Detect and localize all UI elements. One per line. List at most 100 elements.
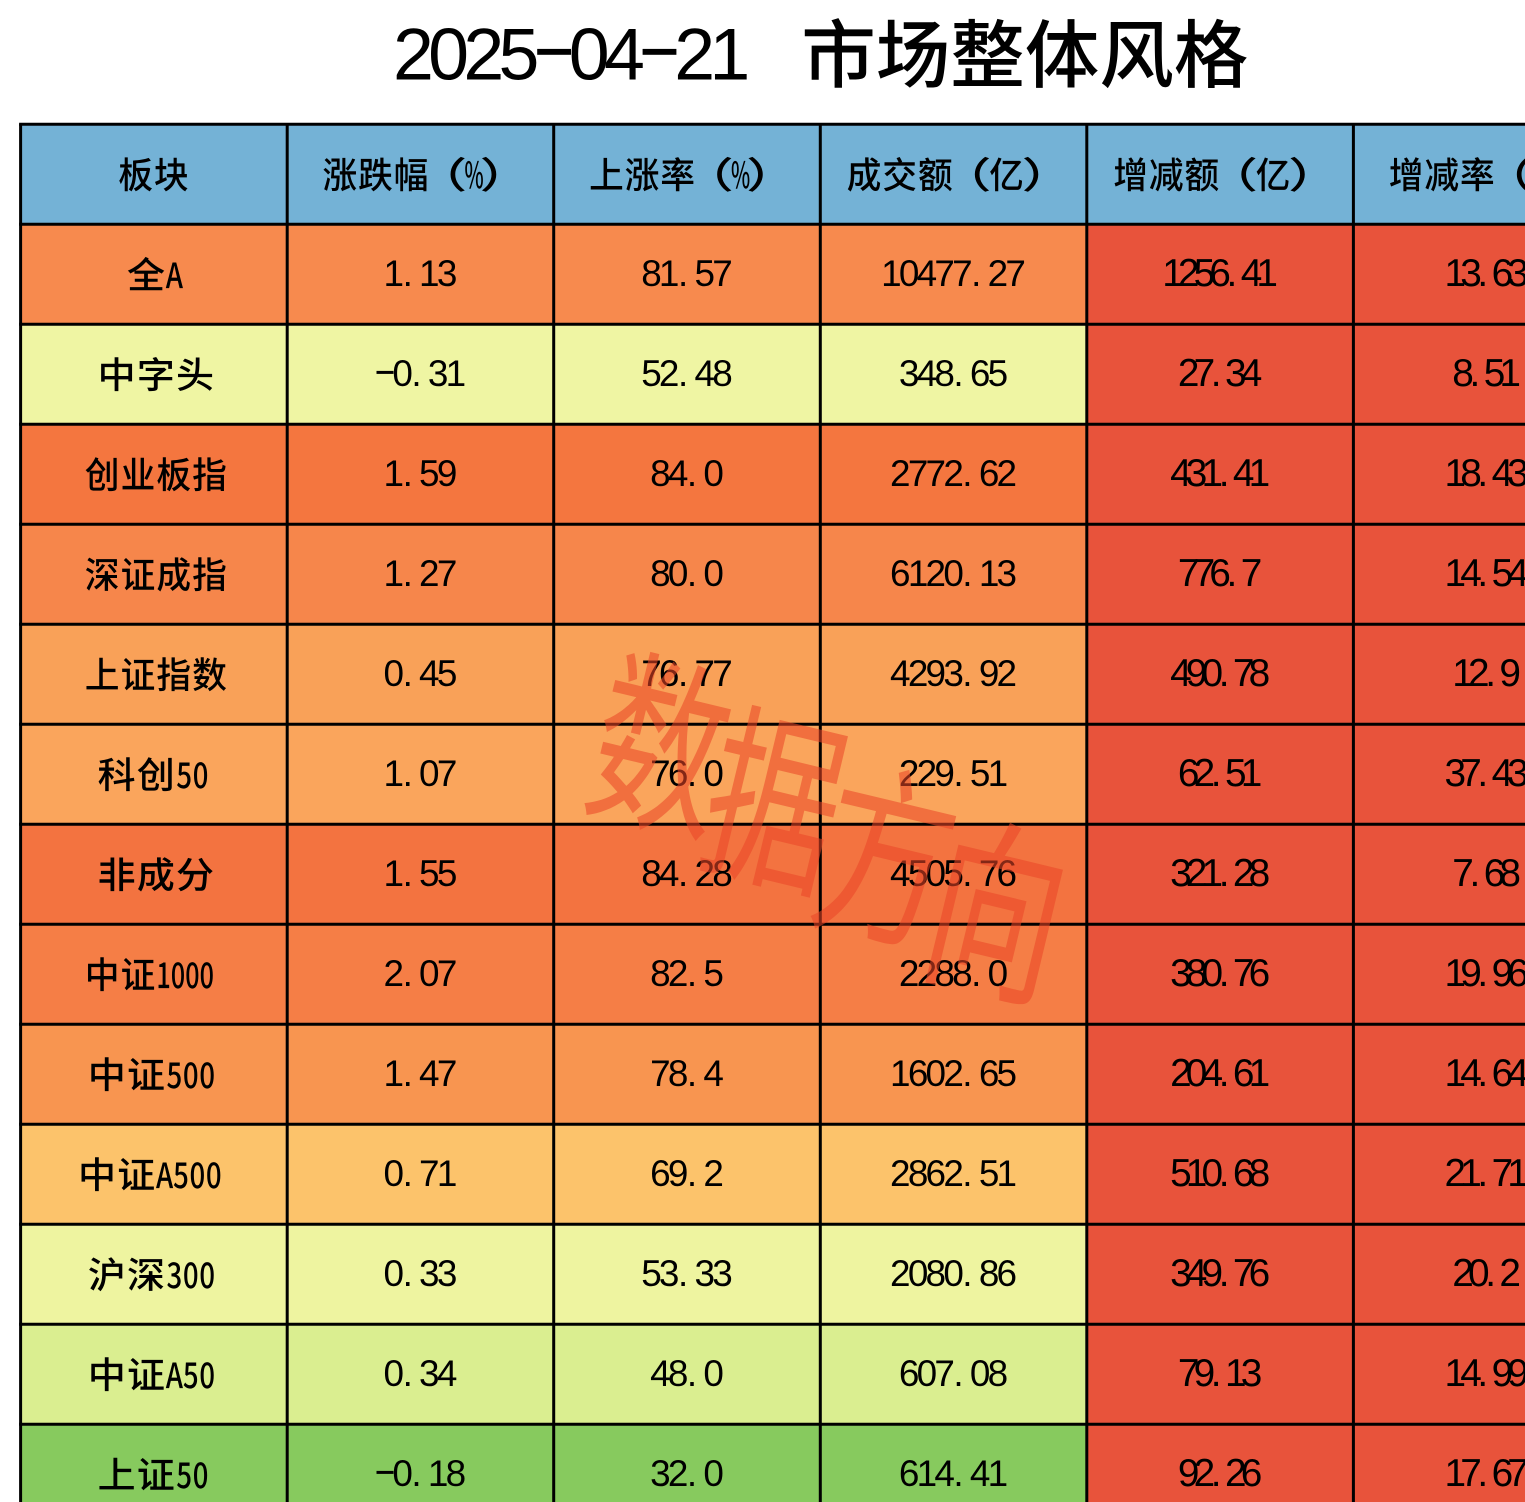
svg-text:4: 4 [1460, 1052, 1482, 1095]
svg-text:4: 4 [1170, 652, 1192, 695]
svg-text:8: 8 [979, 1253, 1000, 1294]
svg-text:.: . [962, 853, 972, 894]
svg-text:1: 1 [1445, 952, 1467, 995]
svg-text:6: 6 [1249, 952, 1271, 995]
svg-text:6: 6 [899, 1353, 920, 1394]
svg-text:8: 8 [1249, 1152, 1271, 1195]
svg-text:.: . [1477, 452, 1488, 495]
svg-text:9: 9 [1507, 1352, 1525, 1395]
svg-text:0: 0 [899, 253, 920, 294]
svg-text:1: 1 [419, 253, 440, 294]
svg-text:1: 1 [446, 353, 467, 394]
svg-text:.: . [678, 653, 688, 694]
svg-text:.: . [1477, 1352, 1488, 1395]
svg-text:.: . [1219, 1052, 1230, 1095]
svg-text:1: 1 [1186, 1152, 1208, 1195]
svg-text:3: 3 [997, 553, 1018, 594]
svg-text:5: 5 [1225, 752, 1247, 795]
svg-text:2: 2 [463, 12, 504, 95]
svg-text:.: . [687, 1453, 697, 1494]
svg-text:7: 7 [1233, 952, 1255, 995]
svg-text:5: 5 [703, 953, 724, 994]
svg-text:4: 4 [1186, 1252, 1208, 1295]
svg-text:2: 2 [384, 953, 405, 994]
svg-text:1: 1 [384, 553, 405, 594]
svg-text:2: 2 [1233, 852, 1255, 895]
svg-text:.: . [403, 553, 413, 594]
svg-text:.: . [1485, 652, 1496, 695]
svg-text:9: 9 [1194, 1352, 1216, 1395]
svg-text:.: . [1470, 852, 1481, 895]
svg-text:0: 0 [668, 553, 689, 594]
svg-text:4: 4 [659, 853, 680, 894]
svg-text:.: . [1219, 852, 1230, 895]
svg-text:.: . [678, 253, 688, 294]
svg-text:.: . [678, 353, 688, 394]
svg-text:9: 9 [1186, 652, 1208, 695]
svg-text:6: 6 [1507, 952, 1525, 995]
svg-text:6: 6 [899, 1453, 920, 1494]
svg-text:6: 6 [908, 1053, 929, 1094]
svg-text:5: 5 [437, 853, 458, 894]
svg-text:1: 1 [1445, 1452, 1467, 1495]
svg-text:4: 4 [1202, 1052, 1224, 1095]
svg-text:0: 0 [970, 1353, 991, 1394]
svg-text:0: 0 [703, 553, 724, 594]
svg-text:.: . [403, 453, 413, 494]
svg-text:1: 1 [1225, 1352, 1247, 1395]
svg-text:1: 1 [384, 853, 405, 894]
svg-text:.: . [1477, 1152, 1488, 1195]
svg-text:4: 4 [1241, 352, 1263, 395]
svg-text:.: . [687, 1353, 697, 1394]
svg-text:5: 5 [979, 1153, 1000, 1194]
svg-text:8: 8 [668, 1353, 689, 1394]
svg-text:6: 6 [1249, 1252, 1271, 1295]
svg-text:2: 2 [1499, 1252, 1521, 1295]
svg-text:7: 7 [1460, 752, 1482, 795]
svg-text:.: . [687, 1053, 697, 1094]
svg-text:0: 0 [569, 12, 610, 95]
svg-text:5: 5 [419, 853, 440, 894]
svg-text:3: 3 [1507, 252, 1525, 295]
svg-text:.: . [962, 453, 972, 494]
svg-text:1: 1 [1499, 352, 1521, 395]
svg-text:0: 0 [384, 653, 405, 694]
svg-text:.: . [403, 1053, 413, 1094]
svg-text:6: 6 [1178, 752, 1200, 795]
svg-text:1: 1 [890, 1053, 911, 1094]
svg-text:1: 1 [659, 253, 680, 294]
svg-text:5: 5 [1194, 252, 1216, 295]
svg-text:1: 1 [1202, 452, 1224, 495]
svg-text:0: 0 [926, 1053, 947, 1094]
svg-text:3: 3 [1241, 1352, 1263, 1395]
svg-text:8: 8 [641, 853, 662, 894]
svg-text:2: 2 [988, 253, 1009, 294]
svg-text:4: 4 [1241, 252, 1263, 295]
svg-text:0: 0 [1468, 1252, 1490, 1295]
svg-text:9: 9 [926, 653, 947, 694]
svg-text:2: 2 [1178, 352, 1200, 395]
svg-text:.: . [687, 1153, 697, 1194]
svg-text:.: . [403, 753, 413, 794]
svg-text:1: 1 [917, 1453, 938, 1494]
svg-text:4: 4 [1170, 452, 1192, 495]
svg-text:4: 4 [890, 653, 911, 694]
svg-text:2: 2 [899, 953, 920, 994]
svg-text:7: 7 [952, 253, 973, 294]
svg-text:6: 6 [1492, 1452, 1514, 1495]
svg-text:1: 1 [1452, 652, 1474, 695]
svg-text:5: 5 [988, 353, 1009, 394]
svg-text:0: 0 [419, 953, 440, 994]
svg-text:6: 6 [970, 353, 991, 394]
svg-text:5: 5 [1492, 552, 1514, 595]
svg-text:0: 0 [384, 1153, 405, 1194]
svg-text:.: . [1477, 252, 1488, 295]
svg-text:0: 0 [1202, 952, 1224, 995]
svg-text:2: 2 [668, 953, 689, 994]
svg-text:8: 8 [1249, 852, 1271, 895]
svg-text:7: 7 [1241, 552, 1263, 595]
svg-text:9: 9 [934, 753, 955, 794]
svg-text:.: . [962, 1053, 972, 1094]
svg-text:0: 0 [703, 1353, 724, 1394]
svg-text:.: . [678, 853, 688, 894]
